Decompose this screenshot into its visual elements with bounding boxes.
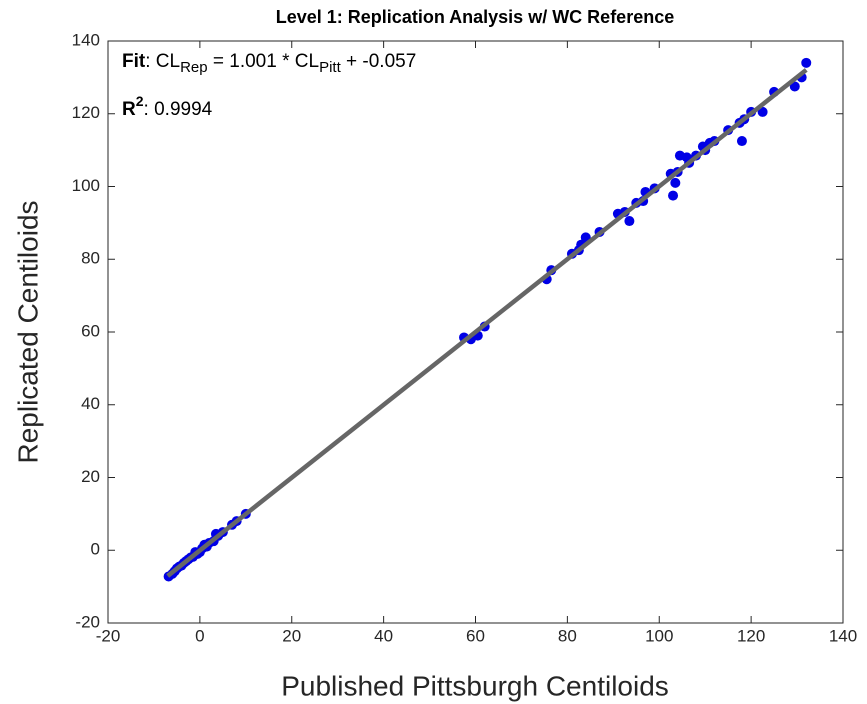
x-tick-label: 140 xyxy=(829,626,857,645)
x-tick-label: 80 xyxy=(558,626,577,645)
chart-title: Level 1: Replication Analysis w/ WC Refe… xyxy=(276,7,674,27)
x-tick-label: 40 xyxy=(374,626,393,645)
fit-subscript: Rep xyxy=(180,59,208,76)
data-point xyxy=(736,136,747,147)
fit-text: = xyxy=(208,51,230,72)
fit-subscript: Pitt xyxy=(319,59,342,76)
data-point xyxy=(624,216,635,227)
y-tick-label: 120 xyxy=(72,103,100,122)
x-tick-label: 60 xyxy=(466,626,485,645)
fit-head: Fit xyxy=(122,51,146,72)
r2-superscript: 2 xyxy=(136,93,144,109)
x-tick-label: 0 xyxy=(195,626,204,645)
data-point xyxy=(801,57,812,68)
r2-annotation: R2: 0.9994 xyxy=(122,93,213,120)
x-tick-label: 120 xyxy=(737,626,765,645)
x-tick-label: 100 xyxy=(645,626,673,645)
fit-slope: 1.001 xyxy=(229,51,277,72)
data-point xyxy=(668,190,679,201)
fit-text: + xyxy=(341,51,363,72)
data-point xyxy=(670,177,681,188)
y-tick-label: -20 xyxy=(75,612,100,631)
fit-text: : CL xyxy=(145,51,180,72)
fit-text: * CL xyxy=(277,51,319,72)
y-tick-label: 20 xyxy=(81,467,100,486)
fit-line xyxy=(166,68,808,578)
x-tick-label: 20 xyxy=(282,626,301,645)
y-axis-label: Replicated Centiloids xyxy=(12,200,43,463)
y-tick-label: 40 xyxy=(81,394,100,413)
r2-head: R xyxy=(122,99,136,120)
fit-annotation: Fit: CLRep = 1.001 * CLPitt + -0.057 xyxy=(122,51,416,76)
r2-value: 0.9994 xyxy=(154,99,213,120)
x-tick-label: -20 xyxy=(96,626,121,645)
data-point xyxy=(757,106,768,117)
plot-area: -20 0 20 40 60 80 100 120 140 -20 0 20 40 60 80 100 120 1… xyxy=(72,30,858,645)
y-tick-label: 100 xyxy=(72,176,100,195)
y-tick-label: 140 xyxy=(72,30,100,49)
fit-intercept: -0.057 xyxy=(362,51,416,72)
x-axis-label: Published Pittsburgh Centiloids xyxy=(281,670,669,701)
y-tick-label: 80 xyxy=(81,249,100,268)
y-tick-label: 60 xyxy=(81,321,100,340)
y-tick-label: 0 xyxy=(91,540,100,559)
r2-text: : xyxy=(144,99,155,120)
data-point xyxy=(789,81,800,92)
